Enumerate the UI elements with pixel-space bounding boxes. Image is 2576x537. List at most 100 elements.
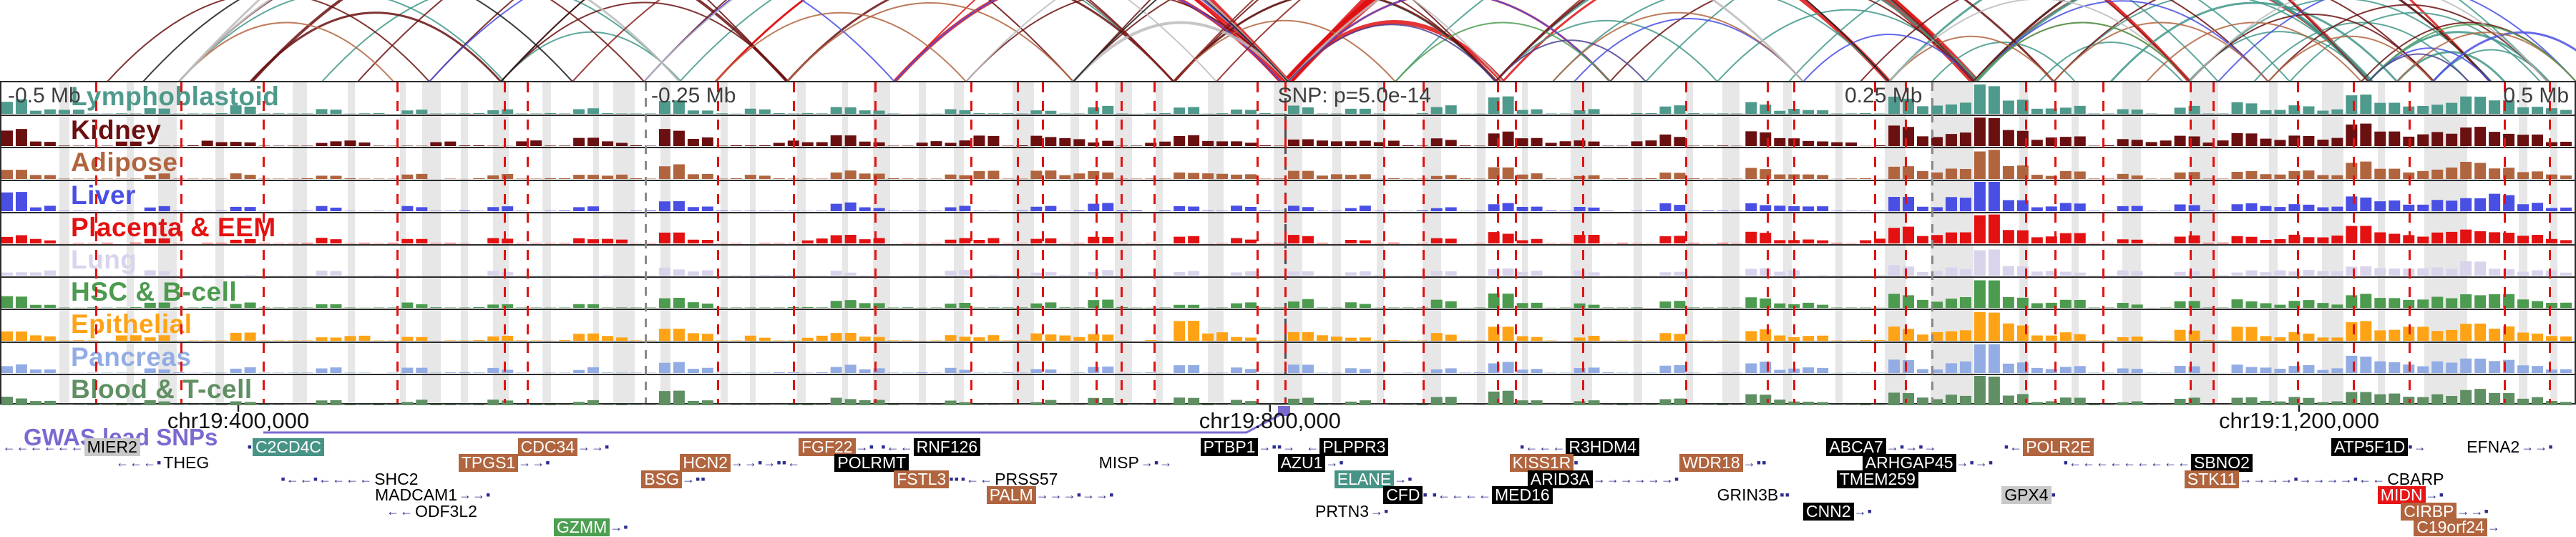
gene-label[interactable]: PALM	[986, 486, 1036, 504]
gene-gzmm[interactable]: GZMM →▪	[554, 518, 629, 536]
gene-label[interactable]: CDC34	[517, 438, 578, 456]
gwas-snp-line	[504, 82, 507, 403]
gene-strand-arrows: ▪	[247, 440, 253, 454]
open-chromatin-band	[1208, 82, 1224, 403]
gene-label[interactable]: ODF3L2	[415, 502, 477, 521]
open-chromatin-band	[1685, 82, 1693, 403]
gene-label[interactable]: GRIN3B	[1717, 485, 1779, 504]
gene-label[interactable]: EFNA2	[2467, 437, 2520, 456]
gene-tpgs1[interactable]: TPGS1 →→▪	[458, 454, 551, 472]
gene-label[interactable]: MIDN	[2377, 486, 2426, 504]
gene-abca7[interactable]: ABCA7 →▪→▪→	[1826, 438, 1937, 456]
gene-grin3b[interactable]: GRIN3B ▪▪	[1716, 486, 1790, 504]
gene-polrmt[interactable]: POLRMT	[834, 454, 909, 472]
gene-atp5f1d[interactable]: ATP5F1D ▪→	[2331, 438, 2427, 456]
gene-prss57[interactable]: ▪←← PRSS57	[961, 470, 1060, 488]
gene-theg[interactable]: ←←←▪ THEG	[116, 454, 210, 472]
gene-label[interactable]: ATP5F1D	[2331, 438, 2409, 456]
gene-label[interactable]: CBARP	[2387, 470, 2444, 488]
gene-gpx4[interactable]: GPX4 ▪	[2001, 486, 2057, 504]
gene-wdr18[interactable]: WDR18 →▪▪	[1679, 454, 1767, 472]
gene-ptbp1[interactable]: PTBP1 →▪▪→	[1200, 438, 1297, 456]
gene-label[interactable]: ARID3A	[1527, 470, 1593, 488]
gene-label[interactable]: C2CD4C	[252, 438, 325, 456]
gene-label[interactable]: POLRMT	[834, 454, 909, 472]
gene-elane[interactable]: ELANE →▪	[1334, 470, 1413, 488]
gene-cnn2[interactable]: CNN2 →▪	[1803, 503, 1873, 521]
gene-label[interactable]: CFD	[1383, 486, 1423, 504]
gene-label[interactable]: MISP	[1098, 453, 1139, 472]
gene-kiss1r[interactable]: KISS1R ▪	[1509, 454, 1579, 472]
gene-label[interactable]: TPGS1	[458, 454, 519, 472]
gene-label[interactable]: CNN2	[1803, 503, 1854, 521]
gene-cbarp[interactable]: →→▪←← CBARP	[2326, 470, 2446, 488]
gene-fstl3[interactable]: FSTL3 ▪▪	[894, 470, 960, 488]
gene-label[interactable]: FSTL3	[894, 470, 950, 488]
gene-hcn2[interactable]: HCN2 →→▪→▪▪←	[680, 454, 801, 472]
gwas-snp-line	[1422, 82, 1425, 403]
gene-label[interactable]: GZMM	[554, 518, 610, 536]
gene-bsg[interactable]: BSG →▪▪	[641, 470, 706, 488]
gene-label[interactable]: WDR18	[1679, 454, 1743, 472]
gene-tmem259[interactable]: TMEM259	[1836, 470, 1918, 488]
gene-label[interactable]: ELANE	[1334, 470, 1395, 488]
gene-shc2[interactable]: ▪←←▪←←←← SHC2	[280, 470, 419, 488]
gene-label[interactable]: PRTN3	[1315, 502, 1369, 521]
track-row-lymphoblastoid: Lymphoblastoid	[1, 82, 2575, 115]
gene-mier2[interactable]: ←←←←←← MIER2	[3, 438, 140, 456]
gene-label[interactable]: ARHGAP45	[1862, 454, 1956, 472]
gene-strand-arrows: →▪	[2425, 488, 2444, 502]
gene-palm[interactable]: PALM →→→▪→→▪	[986, 486, 1115, 504]
gene-prtn3[interactable]: PRTN3 →▪	[1314, 503, 1389, 521]
gene-label[interactable]: PTBP1	[1200, 438, 1259, 456]
gene-label[interactable]: GPX4	[2001, 486, 2051, 504]
gene-label[interactable]: MIER2	[84, 438, 140, 456]
gene-label[interactable]: PRSS57	[995, 470, 1058, 488]
gene-label[interactable]: MADCAM1	[375, 485, 458, 504]
gene-label[interactable]: ABCA7	[1826, 438, 1886, 456]
gene-fgf22[interactable]: FGF22 →▪	[799, 438, 874, 456]
gene-med16[interactable]: ▪←←←← MED16	[1433, 486, 1553, 504]
snp-pvalue-label: SNP: p=5.0e-14	[1277, 84, 1431, 107]
gene-arhgap45[interactable]: ARHGAP45 →▪→▪	[1862, 454, 1994, 472]
gene-efna2[interactable]: EFNA2 →→▪	[2465, 438, 2554, 456]
gene-odf3l2[interactable]: ←← ODF3L2	[386, 503, 479, 521]
gene-misp[interactable]: MISP →▪→	[1098, 454, 1174, 472]
gene-r3hdm4[interactable]: ▪←←← R3HDM4	[1520, 438, 1639, 456]
signal-liver	[1, 181, 2572, 211]
gene-label[interactable]: KISS1R	[1509, 454, 1574, 472]
gene-label[interactable]: THEG	[163, 453, 210, 472]
gene-label[interactable]: SHC2	[374, 470, 419, 488]
gene-strand-arrows: →▪▪	[681, 472, 706, 486]
gene-c2cd4c[interactable]: ▪ C2CD4C	[247, 438, 325, 456]
gene-plppr3[interactable]: ← PLPPR3	[1306, 438, 1389, 456]
gene-arid3a[interactable]: ARID3A →→→→→→▪	[1527, 470, 1679, 488]
gene-label[interactable]: RNF126	[913, 438, 981, 456]
gene-cfd[interactable]: CFD ▪	[1383, 486, 1428, 504]
gene-label[interactable]: TMEM259	[1836, 470, 1918, 488]
gene-label[interactable]: BSG	[641, 470, 682, 488]
gene-madcam1[interactable]: MADCAM1 →→▪	[374, 486, 491, 504]
gene-label[interactable]: FGF22	[799, 438, 856, 456]
gene-label[interactable]: PLPPR3	[1319, 438, 1389, 456]
gene-label[interactable]: MED16	[1491, 486, 1553, 504]
gene-azu1[interactable]: AZU1 →▪	[1277, 454, 1345, 472]
gene-polr2e[interactable]: ▪← POLR2E	[2004, 438, 2094, 456]
gene-strand-arrows: ▪	[2051, 488, 2057, 502]
gene-stk11[interactable]: STK11 →→→→▪→→	[2184, 470, 2326, 488]
gene-label[interactable]: POLR2E	[2023, 438, 2094, 456]
gene-label[interactable]: SBNO2	[2190, 454, 2253, 472]
open-chromatin-band	[126, 82, 134, 403]
gene-cdc34[interactable]: CDC34 →→▪	[517, 438, 610, 456]
gene-rnf126[interactable]: ▪←← RNF126	[881, 438, 981, 456]
gene-sbno2[interactable]: ▪←←←←←←←←← SBNO2	[2064, 454, 2253, 472]
gene-cirbp[interactable]: CIRBP →→▪	[2401, 503, 2489, 521]
gene-midn[interactable]: MIDN →▪	[2377, 486, 2444, 504]
gene-label[interactable]: AZU1	[1277, 454, 1326, 472]
gene-label[interactable]: C19orf24	[2414, 518, 2487, 536]
gene-label[interactable]: R3HDM4	[1566, 438, 1639, 456]
gene-label[interactable]: HCN2	[680, 454, 731, 472]
gene-c19orf24[interactable]: C19orf24 →	[2414, 518, 2501, 536]
gene-label[interactable]: CIRBP	[2401, 503, 2457, 521]
gene-label[interactable]: STK11	[2184, 470, 2240, 488]
